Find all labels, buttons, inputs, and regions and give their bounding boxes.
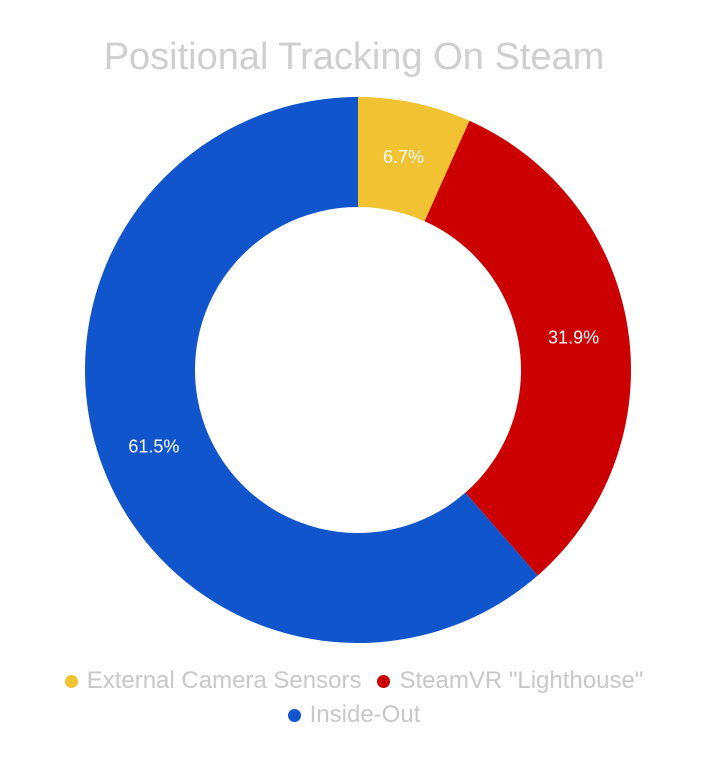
chart-title: Positional Tracking On Steam xyxy=(103,36,605,78)
slice-label-2: 61.5% xyxy=(128,437,179,457)
slice-0[interactable] xyxy=(358,97,470,222)
legend-dot-icon xyxy=(377,674,391,688)
legend-item-external-camera-sensors[interactable]: External Camera Sensors xyxy=(64,664,362,698)
legend-label: External Camera Sensors xyxy=(86,667,362,694)
slice-label-0: 6.7% xyxy=(383,147,424,167)
legend-dot-icon xyxy=(287,708,301,722)
legend-item-steamvr-lighthouse[interactable]: SteamVR "Lighthouse" xyxy=(377,664,643,698)
donut-chart: 6.7% 31.9% 61.5% xyxy=(84,97,631,644)
legend-row-1: External Camera Sensors SteamVR "Lightho… xyxy=(0,664,708,698)
legend-row-2: Inside-Out xyxy=(0,698,708,732)
legend-label: SteamVR "Lighthouse" xyxy=(399,667,644,694)
slice-2[interactable] xyxy=(84,97,538,644)
legend-label: Inside-Out xyxy=(309,701,421,728)
legend-item-inside-out[interactable]: Inside-Out xyxy=(287,698,421,732)
legend-dot-icon xyxy=(64,674,78,688)
slice-label-1: 31.9% xyxy=(548,328,599,348)
slice-1[interactable] xyxy=(424,120,631,576)
legend: External Camera Sensors SteamVR "Lightho… xyxy=(0,664,708,732)
